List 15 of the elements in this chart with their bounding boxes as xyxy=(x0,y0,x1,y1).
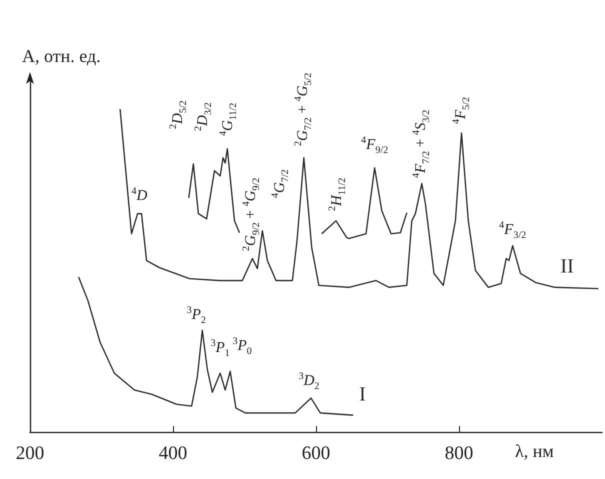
annotation: $^{3}$P$_{1}$ xyxy=(210,338,230,360)
annotation: $^{3}$P$_{2}$ xyxy=(186,305,206,326)
x-tick-label: 400 xyxy=(158,443,188,464)
annotation: $^{3}$D$_{2}$ xyxy=(298,371,320,392)
x-axis-title: λ, нм xyxy=(515,441,554,462)
series-label: I xyxy=(359,384,366,407)
annotation: $^{4}$F$_{9/2}$ xyxy=(361,134,388,156)
y-axis-title: A, отн. ед. xyxy=(22,46,101,67)
x-tick-label: 600 xyxy=(302,443,330,464)
annotation: $^{4}$F$_{3/2}$ xyxy=(499,220,526,241)
annotation: $^{3}$P$_{0}$ xyxy=(232,336,252,358)
series-label: II xyxy=(560,255,574,278)
x-tick-label: 800 xyxy=(444,443,474,464)
annotation: $^{4}$D xyxy=(131,186,148,204)
x-tick-label: 200 xyxy=(16,443,44,464)
